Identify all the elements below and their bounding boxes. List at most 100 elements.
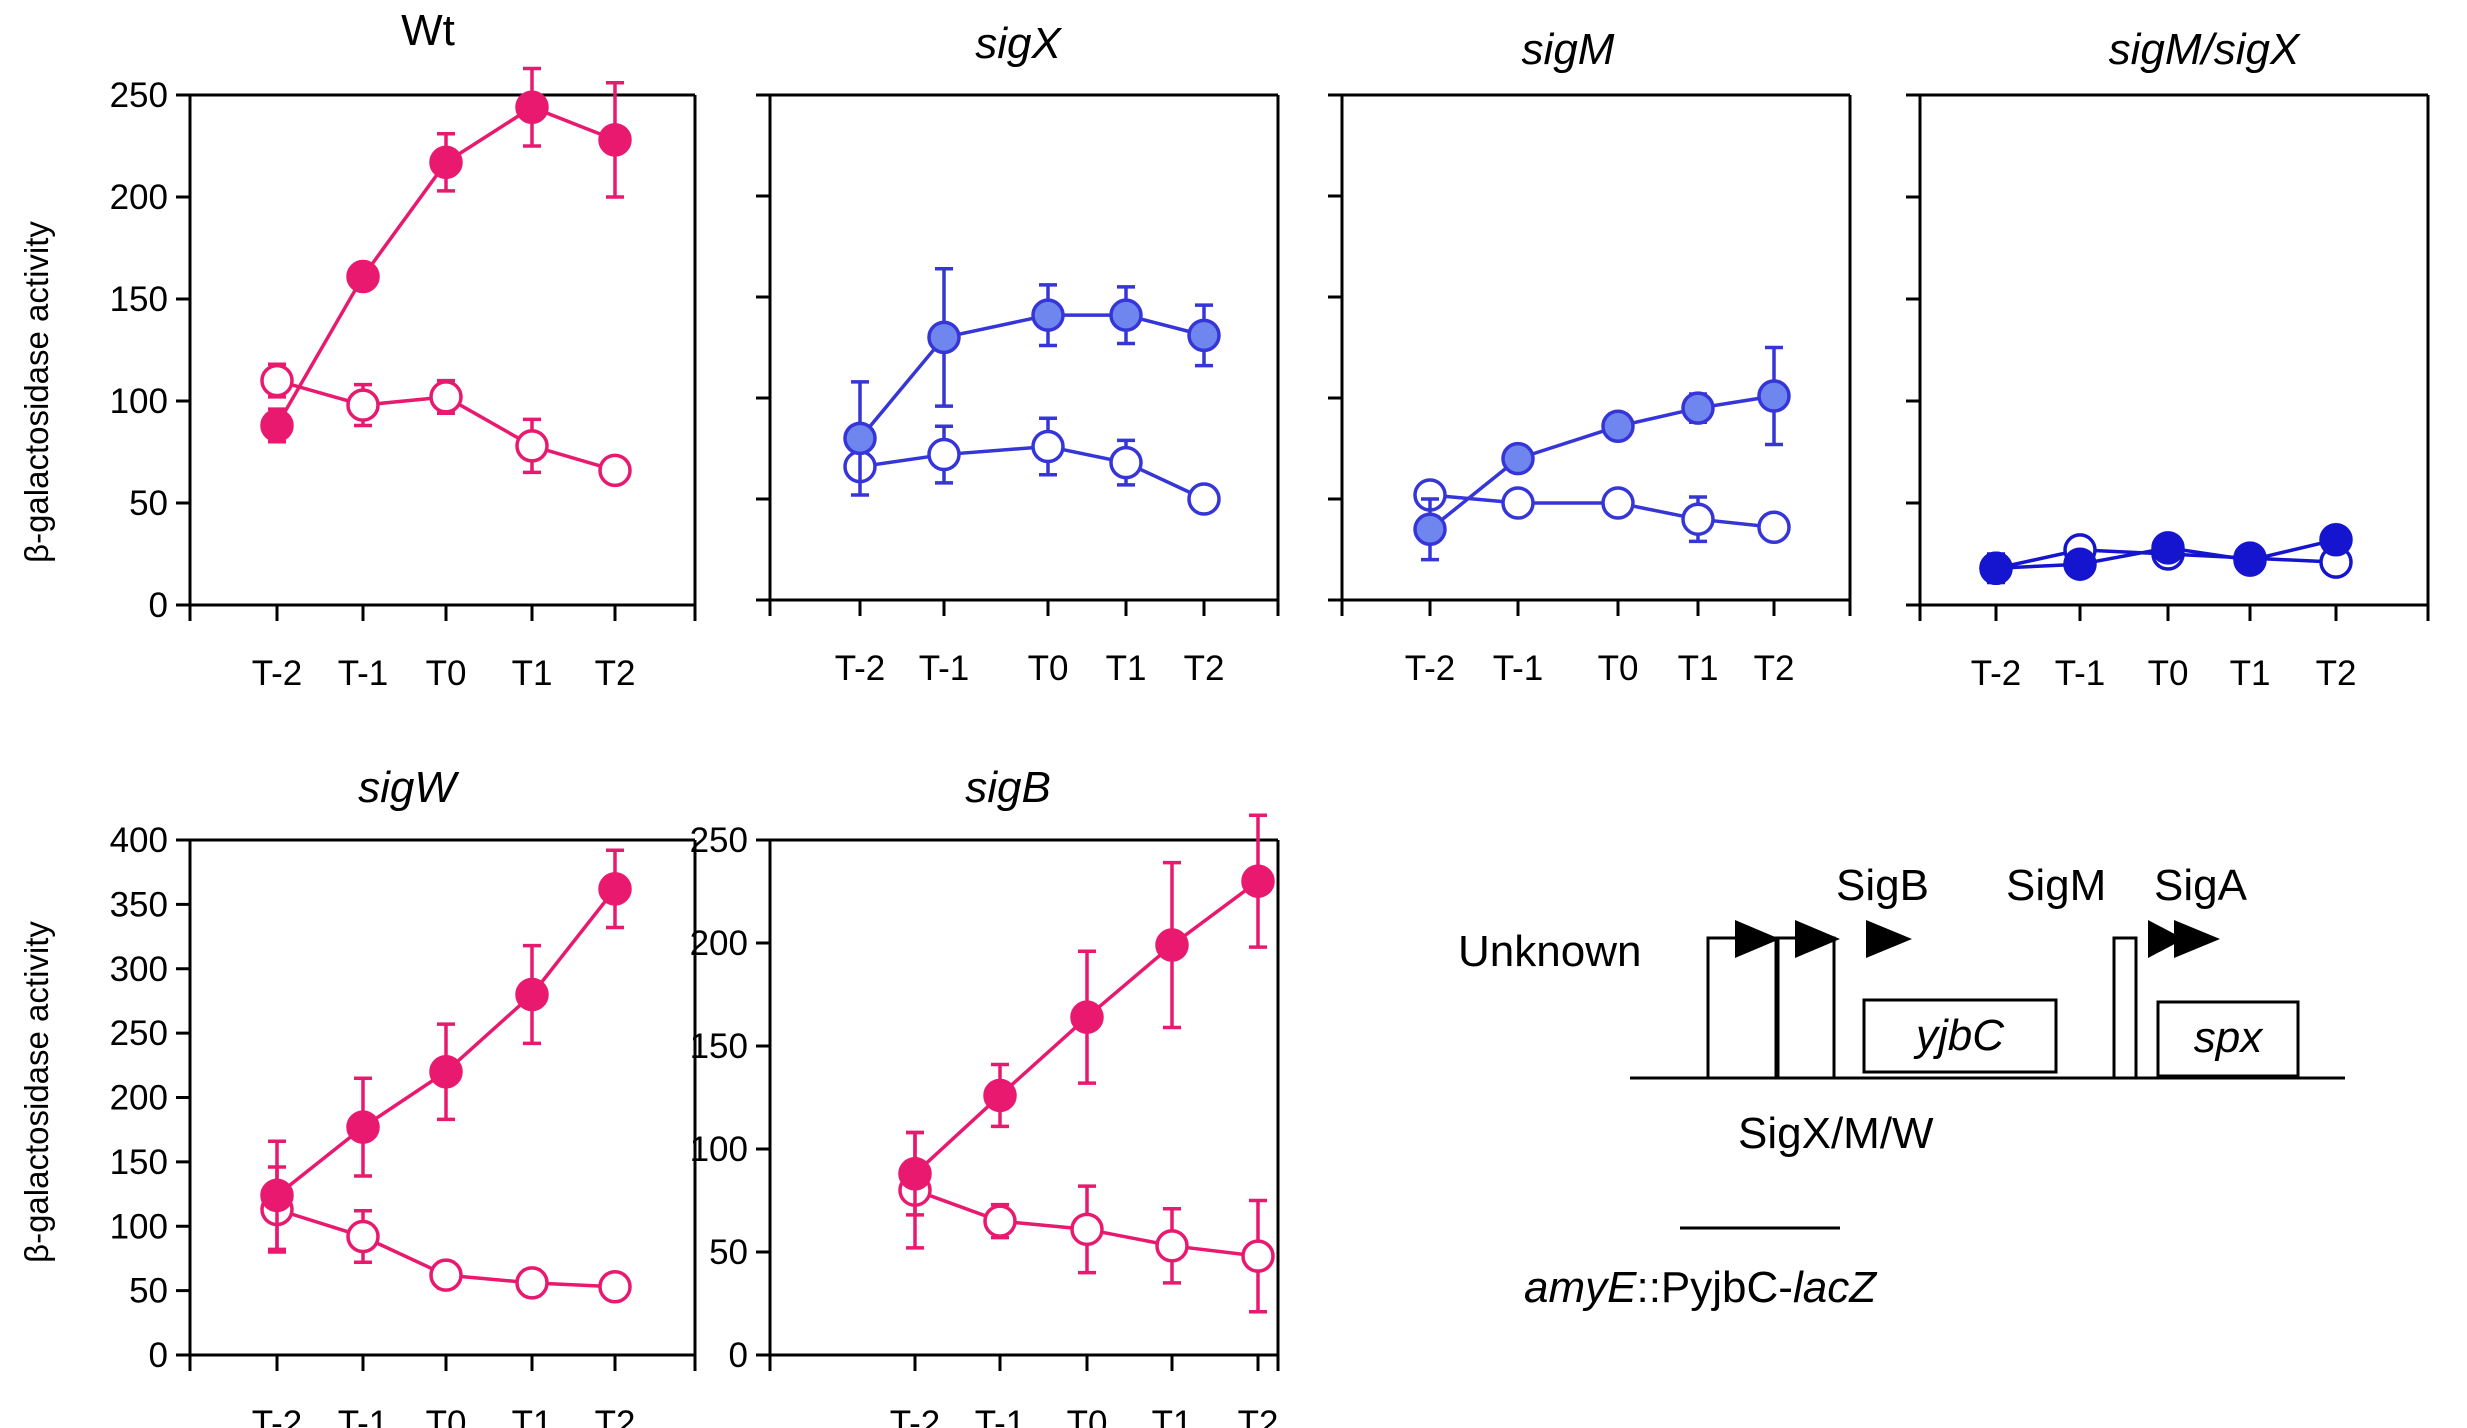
data-point bbox=[2151, 531, 2185, 565]
x-tick-label: T2 bbox=[595, 1404, 636, 1428]
data-point bbox=[429, 1258, 463, 1292]
x-tick-label: T-1 bbox=[338, 654, 389, 693]
x-tick-label: T-2 bbox=[252, 654, 303, 693]
panel-sigX: sigX T-2 T-1 T0 T1 T2 bbox=[756, 19, 1280, 688]
data-point bbox=[1501, 486, 1535, 520]
series-line bbox=[859, 444, 1205, 501]
y-tick-label: 200 bbox=[110, 178, 168, 217]
data-point bbox=[927, 320, 961, 355]
y-tick-label: 250 bbox=[110, 76, 168, 115]
chart-title: sigB bbox=[965, 763, 1051, 812]
data-point bbox=[2319, 522, 2353, 557]
x-tick-label: T1 bbox=[512, 654, 553, 693]
data-point bbox=[515, 429, 549, 463]
data-point bbox=[1501, 441, 1535, 476]
data-point bbox=[1681, 391, 1715, 425]
data-point bbox=[598, 1270, 632, 1304]
data-point bbox=[2063, 547, 2097, 581]
y-tick-label: 50 bbox=[129, 1272, 168, 1311]
data-point bbox=[1031, 429, 1065, 464]
data-point bbox=[1601, 486, 1635, 520]
gene-yjbC: yjbC bbox=[1913, 1011, 2005, 1060]
data-point bbox=[898, 1156, 932, 1191]
x-tick-label: T1 bbox=[1152, 1404, 1193, 1428]
x-tick-label: T-2 bbox=[1405, 649, 1456, 688]
data-point bbox=[346, 388, 380, 422]
x-tick-label: T-2 bbox=[890, 1404, 941, 1428]
panel-sigM: sigM T-2 T-1 T0 T1 T2 bbox=[1328, 25, 1852, 688]
x-tick-label: T1 bbox=[512, 1404, 553, 1428]
data-point bbox=[598, 123, 632, 157]
x-tick-label: T0 bbox=[426, 654, 467, 693]
data-point bbox=[1155, 928, 1189, 962]
data-point bbox=[1681, 502, 1715, 536]
arrow-icon bbox=[1735, 920, 1780, 958]
y-tick-label: 150 bbox=[690, 1027, 748, 1066]
chart-title: sigM bbox=[1522, 25, 1615, 74]
x-tick-label: T0 bbox=[1028, 649, 1069, 688]
x-tick-label: T1 bbox=[1106, 649, 1147, 688]
y-tick-label: 300 bbox=[110, 950, 168, 989]
x-tick-label: T2 bbox=[595, 654, 636, 693]
gene-diagram: Unknown SigB SigM SigA SigX/M/W yjbC spx… bbox=[1458, 861, 2345, 1312]
data-point bbox=[1979, 551, 2013, 586]
x-tick-label: T2 bbox=[1184, 649, 1225, 688]
y-tick-label: 150 bbox=[110, 280, 168, 319]
data-point bbox=[260, 1178, 294, 1213]
x-tick-label: T0 bbox=[2148, 654, 2189, 693]
gene-box-spx bbox=[2156, 1000, 2300, 1078]
data-point bbox=[1241, 1239, 1275, 1273]
x-tick-label: T-1 bbox=[975, 1404, 1026, 1428]
x-tick-label: T1 bbox=[2230, 654, 2271, 693]
data-point bbox=[927, 437, 961, 472]
y-tick-label: 200 bbox=[690, 924, 748, 963]
y-tick-label: 100 bbox=[110, 382, 168, 421]
data-point bbox=[429, 145, 463, 180]
data-point bbox=[1187, 318, 1221, 353]
panel-sigB: sigB 0 50 100 150 200 250 T-2 T-1 T0 T1 T2 bbox=[690, 763, 1280, 1428]
data-point bbox=[843, 421, 877, 456]
y-tick-label: 100 bbox=[690, 1130, 748, 1169]
panel-sigM-sigX: sigM/sigX T-2 T-1 T0 T1 T2 bbox=[1906, 25, 2430, 693]
chart-title: sigM/sigX bbox=[2109, 25, 2301, 74]
data-point bbox=[1109, 298, 1143, 332]
data-point bbox=[1757, 379, 1791, 413]
x-tick-label: T0 bbox=[1598, 649, 1639, 688]
panel-wt: Wt 0 50 100 150 200 250 T-2 T-1 T0 T1 T2 bbox=[110, 6, 697, 693]
data-point bbox=[260, 408, 294, 443]
x-tick-label: T-1 bbox=[2055, 654, 2106, 693]
x-tick-label: T-1 bbox=[1493, 649, 1544, 688]
arrow-icon bbox=[1866, 920, 1912, 958]
x-tick-label: T0 bbox=[426, 1404, 467, 1428]
data-point bbox=[1031, 298, 1065, 332]
chart-title: Wt bbox=[401, 6, 455, 55]
data-point bbox=[983, 1204, 1017, 1238]
y-axis-label-bottom: β-galactosidase activity bbox=[18, 921, 55, 1263]
x-tick-label: T0 bbox=[1067, 1404, 1108, 1428]
y-tick-label: 200 bbox=[110, 1079, 168, 1118]
y-axis-label-top: β-galactosidase activity bbox=[18, 221, 55, 563]
promoter-box-1 bbox=[1706, 936, 1778, 1080]
data-point bbox=[1155, 1229, 1189, 1263]
promoter-box-3 bbox=[2112, 936, 2138, 1080]
y-tick-label: 0 bbox=[149, 1336, 168, 1375]
gene-box-yjbC bbox=[1862, 998, 2058, 1074]
data-point bbox=[346, 1110, 380, 1144]
y-tick-label: 350 bbox=[110, 885, 168, 924]
label-sigXMW: SigX/M/W bbox=[1738, 1109, 1934, 1158]
y-tick-label: 150 bbox=[110, 1143, 168, 1182]
data-point bbox=[515, 90, 549, 124]
y-tick-label: 400 bbox=[110, 821, 168, 860]
x-tick-label: T-2 bbox=[1971, 654, 2022, 693]
x-tick-label: T-2 bbox=[835, 649, 886, 688]
data-point bbox=[1413, 512, 1447, 547]
x-tick-label: T2 bbox=[2316, 654, 2357, 693]
arrow-icon bbox=[2148, 920, 2184, 958]
y-tick-label: 50 bbox=[709, 1233, 748, 1272]
data-point bbox=[983, 1078, 1017, 1113]
y-tick-label: 250 bbox=[110, 1014, 168, 1053]
data-point bbox=[598, 872, 632, 906]
construct-label: amyE::PyjbC-lacZ bbox=[1524, 1263, 1878, 1312]
chart-title: sigW bbox=[358, 763, 459, 812]
